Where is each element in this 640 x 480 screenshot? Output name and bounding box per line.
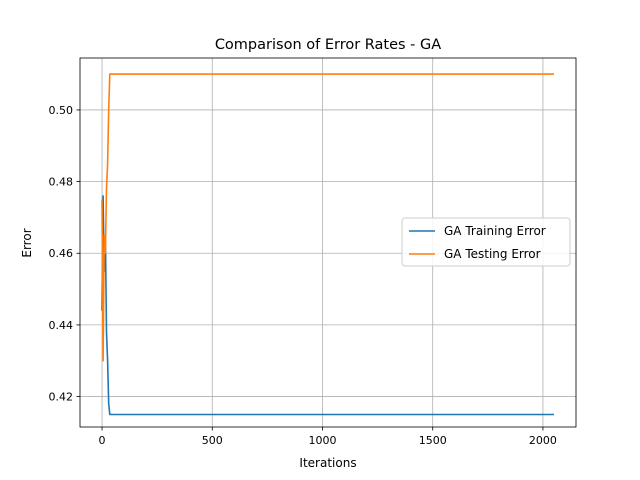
series-line-training [101, 195, 554, 416]
y-axis-label: Error [20, 228, 34, 257]
legend: GA Training Error GA Testing Error [401, 217, 571, 267]
x-tick-label: 0 [99, 434, 106, 447]
legend-box [401, 217, 571, 267]
y-tick-label: 0.42 [49, 391, 74, 404]
x-tick-label: 500 [202, 434, 223, 447]
y-tick-label: 0.50 [49, 104, 74, 117]
x-axis-label: Iterations [299, 456, 356, 470]
grid-lines [80, 58, 576, 427]
legend-label: GA Testing Error [444, 247, 541, 261]
plot-area-frame [79, 57, 577, 428]
plot-lines [101, 73, 554, 416]
axis-ticks: 0 500 1000 1500 2000 0.42 0.44 0.46 0.48 0.50 [49, 104, 557, 447]
chart-title: Comparison of Error Rates - GA [215, 37, 441, 53]
legend-label: GA Training Error [444, 224, 546, 238]
x-tick-label: 1000 [308, 434, 336, 447]
x-tick-label: 2000 [529, 434, 557, 447]
y-tick-label: 0.46 [49, 247, 74, 260]
y-tick-label: 0.44 [49, 319, 74, 332]
x-tick-label: 1500 [419, 434, 447, 447]
y-tick-label: 0.48 [49, 176, 74, 189]
series-line-testing [101, 73, 554, 362]
